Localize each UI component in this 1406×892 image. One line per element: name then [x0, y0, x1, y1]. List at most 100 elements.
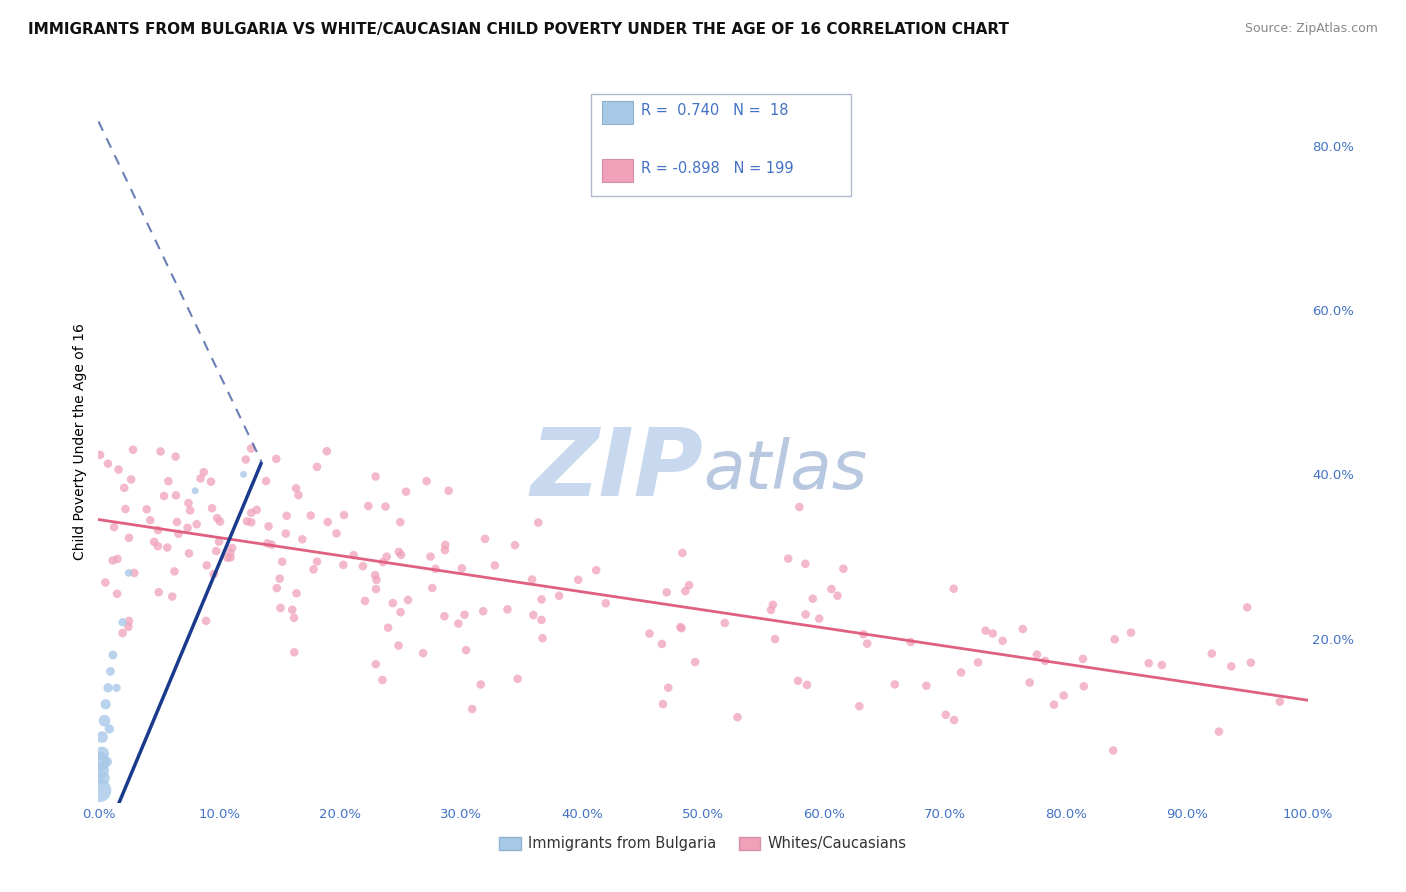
Point [1043, 698, 1066, 712]
Point [567, 573, 589, 587]
Point [117, 620, 139, 634]
Point [794, 607, 817, 622]
Point [437, 483, 460, 498]
Point [883, 677, 905, 691]
Point [264, 451, 287, 466]
Point [91, 771, 114, 785]
Point [852, 627, 875, 641]
Point [97, 457, 120, 471]
Point [1240, 656, 1263, 670]
Point [915, 679, 938, 693]
Point [107, 462, 129, 476]
Text: R =  0.740   N =  18: R = 0.740 N = 18 [641, 103, 789, 118]
Point [727, 710, 749, 724]
Point [254, 474, 277, 488]
Y-axis label: Child Poverty Under the Age of 16: Child Poverty Under the Age of 16 [73, 323, 87, 560]
Point [942, 582, 965, 596]
Point [387, 639, 409, 653]
Point [186, 517, 208, 532]
Point [217, 550, 239, 565]
Point [935, 707, 957, 722]
Point [177, 496, 200, 510]
Point [585, 563, 607, 577]
Point [157, 475, 180, 489]
Point [1071, 652, 1094, 666]
Point [530, 592, 553, 607]
Point [219, 546, 242, 560]
Point [364, 582, 387, 596]
Point [209, 515, 232, 529]
Point [484, 558, 506, 573]
Point [377, 621, 399, 635]
Point [652, 697, 675, 711]
Point [163, 565, 186, 579]
Point [496, 602, 519, 616]
Point [120, 472, 142, 486]
Point [1104, 632, 1126, 647]
Point [375, 549, 398, 564]
Point [283, 611, 305, 625]
Point [101, 648, 124, 662]
Point [305, 555, 328, 569]
Point [900, 635, 922, 649]
Point [118, 531, 141, 545]
Point [162, 590, 184, 604]
Point [281, 603, 304, 617]
Point [260, 538, 283, 552]
Point [343, 548, 366, 562]
Point [419, 549, 441, 564]
Point [291, 533, 314, 547]
Point [91, 747, 114, 761]
Point [287, 488, 309, 502]
Point [285, 481, 308, 495]
Point [269, 572, 291, 586]
Point [461, 702, 484, 716]
Point [1073, 679, 1095, 693]
Point [1053, 689, 1076, 703]
Point [357, 499, 380, 513]
Point [103, 520, 125, 534]
Point [236, 514, 259, 528]
Point [669, 620, 692, 634]
Point [678, 578, 700, 592]
Point [671, 546, 693, 560]
Point [315, 444, 337, 458]
Point [219, 550, 242, 565]
Point [165, 488, 187, 502]
Point [97, 681, 120, 695]
Point [522, 608, 544, 623]
Point [1018, 675, 1040, 690]
Point [657, 681, 679, 695]
Point [651, 637, 673, 651]
Point [246, 503, 269, 517]
Point [257, 519, 280, 533]
Point [105, 587, 128, 601]
Point [472, 604, 495, 618]
Point [105, 681, 128, 695]
Point [595, 596, 617, 610]
Point [364, 657, 387, 672]
Point [808, 611, 831, 625]
Point [305, 459, 328, 474]
Point [271, 555, 294, 569]
Point [208, 534, 231, 549]
Point [1102, 743, 1125, 757]
Point [371, 673, 394, 687]
Point [325, 526, 347, 541]
Point [520, 573, 543, 587]
Point [299, 508, 322, 523]
Point [240, 506, 263, 520]
Point [146, 539, 169, 553]
Point [89, 755, 111, 769]
Point [856, 637, 879, 651]
Point [122, 566, 145, 580]
Point [1011, 622, 1033, 636]
Point [787, 673, 810, 688]
Point [503, 538, 526, 552]
Point [240, 516, 263, 530]
Point [89, 783, 111, 797]
Point [156, 541, 179, 555]
Point [1220, 659, 1243, 673]
Point [232, 467, 254, 482]
Point [1137, 656, 1160, 670]
